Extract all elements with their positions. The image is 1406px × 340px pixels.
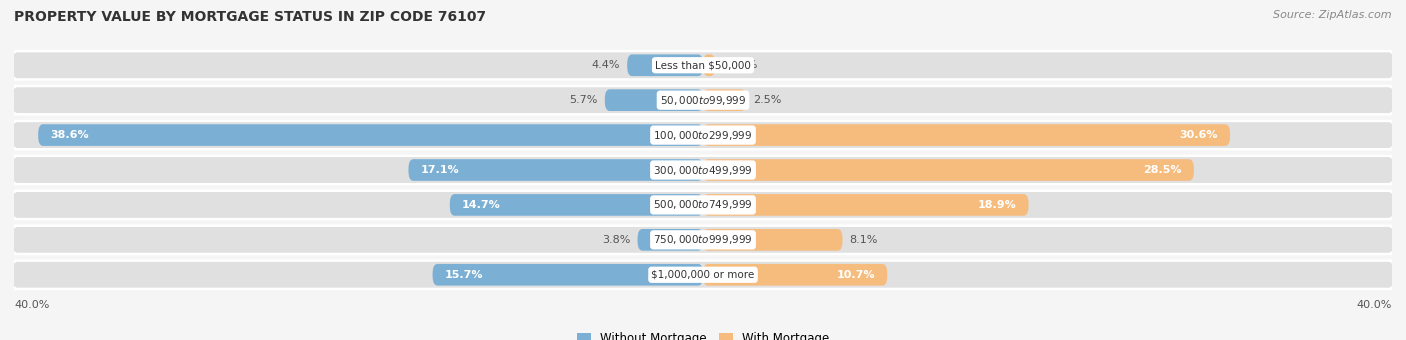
FancyBboxPatch shape (703, 159, 1194, 181)
Text: 17.1%: 17.1% (420, 165, 460, 175)
Text: PROPERTY VALUE BY MORTGAGE STATUS IN ZIP CODE 76107: PROPERTY VALUE BY MORTGAGE STATUS IN ZIP… (14, 10, 486, 24)
Text: 10.7%: 10.7% (837, 270, 875, 280)
Text: 2.5%: 2.5% (754, 95, 782, 105)
Text: 4.4%: 4.4% (592, 60, 620, 70)
FancyBboxPatch shape (409, 159, 703, 181)
FancyBboxPatch shape (13, 157, 1393, 183)
Text: Source: ZipAtlas.com: Source: ZipAtlas.com (1274, 10, 1392, 20)
FancyBboxPatch shape (8, 224, 1398, 255)
Text: 18.9%: 18.9% (977, 200, 1017, 210)
Text: 14.7%: 14.7% (461, 200, 501, 210)
FancyBboxPatch shape (703, 229, 842, 251)
Text: $1,000,000 or more: $1,000,000 or more (651, 270, 755, 280)
Legend: Without Mortgage, With Mortgage: Without Mortgage, With Mortgage (572, 328, 834, 340)
FancyBboxPatch shape (8, 155, 1398, 185)
FancyBboxPatch shape (637, 229, 703, 251)
Text: 5.7%: 5.7% (569, 95, 598, 105)
FancyBboxPatch shape (13, 227, 1393, 253)
Text: $300,000 to $499,999: $300,000 to $499,999 (654, 164, 752, 176)
FancyBboxPatch shape (8, 259, 1398, 290)
FancyBboxPatch shape (627, 54, 703, 76)
FancyBboxPatch shape (703, 54, 716, 76)
Text: 8.1%: 8.1% (849, 235, 877, 245)
FancyBboxPatch shape (8, 120, 1398, 150)
FancyBboxPatch shape (8, 190, 1398, 220)
FancyBboxPatch shape (703, 264, 887, 286)
FancyBboxPatch shape (703, 194, 1029, 216)
FancyBboxPatch shape (8, 85, 1398, 116)
FancyBboxPatch shape (13, 122, 1393, 148)
Text: 40.0%: 40.0% (14, 300, 49, 310)
Text: 15.7%: 15.7% (444, 270, 484, 280)
FancyBboxPatch shape (703, 89, 747, 111)
FancyBboxPatch shape (38, 124, 703, 146)
FancyBboxPatch shape (13, 52, 1393, 78)
FancyBboxPatch shape (13, 87, 1393, 113)
Text: $500,000 to $749,999: $500,000 to $749,999 (654, 199, 752, 211)
FancyBboxPatch shape (433, 264, 703, 286)
Text: 0.71%: 0.71% (723, 60, 758, 70)
FancyBboxPatch shape (13, 262, 1393, 288)
Text: $750,000 to $999,999: $750,000 to $999,999 (654, 233, 752, 246)
FancyBboxPatch shape (13, 192, 1393, 218)
Text: $50,000 to $99,999: $50,000 to $99,999 (659, 94, 747, 107)
Text: 3.8%: 3.8% (602, 235, 631, 245)
FancyBboxPatch shape (703, 124, 1230, 146)
Text: $100,000 to $299,999: $100,000 to $299,999 (654, 129, 752, 141)
FancyBboxPatch shape (450, 194, 703, 216)
Text: 30.6%: 30.6% (1180, 130, 1218, 140)
FancyBboxPatch shape (605, 89, 703, 111)
Text: 40.0%: 40.0% (1357, 300, 1392, 310)
Text: 28.5%: 28.5% (1143, 165, 1182, 175)
FancyBboxPatch shape (8, 50, 1398, 81)
Text: 38.6%: 38.6% (51, 130, 89, 140)
Text: Less than $50,000: Less than $50,000 (655, 60, 751, 70)
